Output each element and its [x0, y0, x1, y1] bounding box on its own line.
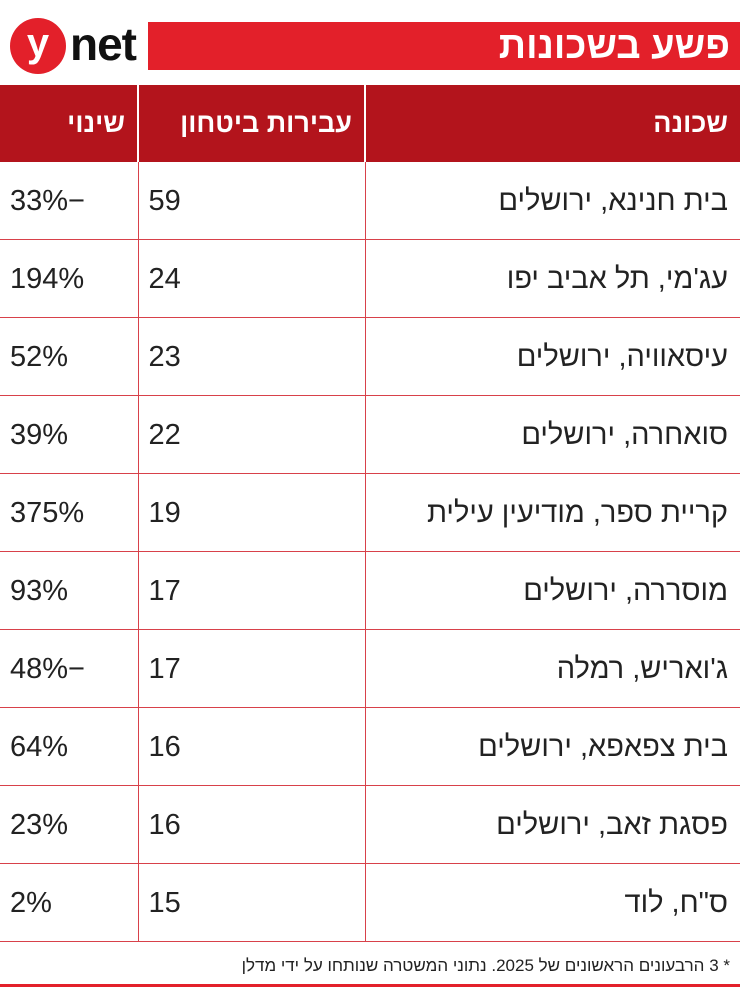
table-row: מוסררה, ירושלים 17 93%: [0, 551, 740, 630]
count-cell: 19: [137, 473, 365, 552]
neighborhood-cell: ס"ח, לוד: [364, 863, 740, 942]
table-row: קריית ספר, מודיעין עילית 19 375%: [0, 473, 740, 552]
neighborhood-cell: עיסאוויה, ירושלים: [364, 317, 740, 396]
table-row: עיסאוויה, ירושלים 23 52%: [0, 317, 740, 396]
header-row: שכונה עבירות ביטחון שינוי: [0, 85, 740, 162]
table-row: ס"ח, לוד 15 2%: [0, 863, 740, 942]
count-cell: 15: [137, 863, 365, 942]
change-cell: 2%: [0, 863, 138, 942]
change-cell: −33%: [0, 162, 138, 240]
column-header: עבירות ביטחון: [137, 85, 365, 162]
count-cell: 16: [137, 785, 365, 864]
bottom-rule: [0, 984, 740, 987]
neighborhood-cell: מוסררה, ירושלים: [364, 551, 740, 630]
neighborhood-cell: ג'ואריש, רמלה: [364, 629, 740, 708]
table: שכונה עבירות ביטחון שינוי בית חנינא, ירושל…: [0, 85, 740, 942]
logo-mark: y: [10, 18, 66, 74]
neighborhood-cell: עג'מי, תל אביב יפו: [364, 239, 740, 318]
neighborhood-cell: קריית ספר, מודיעין עילית: [364, 473, 740, 552]
count-cell: 59: [137, 162, 365, 240]
neighborhood-cell: סואחרה, ירושלים: [364, 395, 740, 474]
change-cell: 52%: [0, 317, 138, 396]
neighborhood-cell: בית חנינא, ירושלים: [364, 162, 740, 240]
column-header: שכונה: [364, 85, 740, 162]
table-body: בית חנינא, ירושלים 59 −33% עג'מי, תל אביב י…: [0, 162, 740, 942]
footnote: * 3 הרבעונים הראשונים של 2025. נתוני המש…: [241, 956, 730, 975]
change-cell: 375%: [0, 473, 138, 552]
change-cell: 39%: [0, 395, 138, 474]
count-cell: 16: [137, 707, 365, 786]
change-cell: 93%: [0, 551, 138, 630]
count-cell: 17: [137, 629, 365, 708]
table-row: בית חנינא, ירושלים 59 −33%: [0, 162, 740, 240]
table-row: סואחרה, ירושלים 22 39%: [0, 395, 740, 474]
logo-text: net: [70, 18, 137, 70]
count-cell: 17: [137, 551, 365, 630]
change-cell: −48%: [0, 629, 138, 708]
count-cell: 24: [137, 239, 365, 318]
change-cell: 64%: [0, 707, 138, 786]
table-row: בית צפאפא, ירושלים 16 64%: [0, 707, 740, 786]
table-row: עג'מי, תל אביב יפו 24 194%: [0, 239, 740, 318]
count-cell: 22: [137, 395, 365, 474]
count-cell: 23: [137, 317, 365, 396]
change-cell: 23%: [0, 785, 138, 864]
column-header: שינוי: [0, 85, 138, 162]
change-cell: 194%: [0, 239, 138, 318]
title: פשע בשכונות: [148, 22, 740, 70]
table-row: ג'ואריש, רמלה 17 −48%: [0, 629, 740, 708]
neighborhood-cell: בית צפאפא, ירושלים: [364, 707, 740, 786]
table-row: פסגת זאב, ירושלים 16 23%: [0, 785, 740, 864]
neighborhood-cell: פסגת זאב, ירושלים: [364, 785, 740, 864]
